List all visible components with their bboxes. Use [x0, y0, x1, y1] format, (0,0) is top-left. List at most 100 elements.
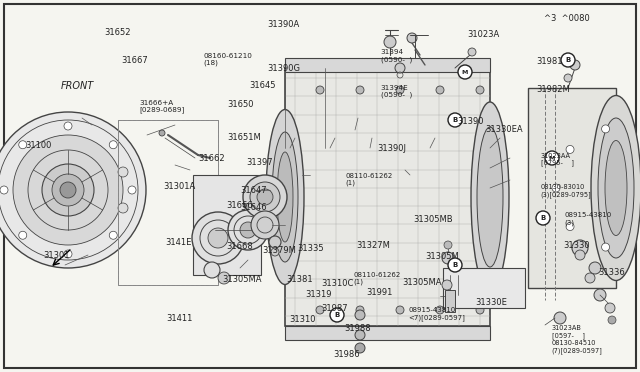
Circle shape	[552, 184, 560, 192]
Circle shape	[52, 174, 84, 206]
Circle shape	[316, 306, 324, 314]
Circle shape	[476, 306, 484, 314]
Circle shape	[536, 211, 550, 225]
Ellipse shape	[266, 109, 304, 285]
Text: FRONT: FRONT	[61, 81, 94, 91]
Circle shape	[251, 211, 279, 239]
Text: 31645: 31645	[250, 81, 276, 90]
Text: 31330EA: 31330EA	[485, 125, 523, 134]
Circle shape	[0, 186, 8, 194]
Text: M: M	[462, 70, 468, 74]
Circle shape	[19, 231, 27, 239]
Circle shape	[396, 306, 404, 314]
Text: ^3  ^0080: ^3 ^0080	[544, 14, 589, 23]
Circle shape	[355, 343, 365, 353]
Circle shape	[243, 175, 287, 219]
Text: 31411: 31411	[166, 314, 193, 323]
Circle shape	[250, 182, 280, 212]
Text: 31305MB: 31305MB	[413, 215, 452, 224]
Text: 31394
(0590-  ): 31394 (0590- )	[381, 49, 412, 62]
Circle shape	[218, 272, 230, 284]
Circle shape	[396, 86, 404, 94]
Circle shape	[208, 228, 228, 248]
Circle shape	[566, 145, 574, 153]
Bar	[193, 175, 261, 275]
Text: 08130-83010
(3)[0289-0795]: 08130-83010 (3)[0289-0795]	[541, 184, 591, 198]
Text: 31668: 31668	[226, 242, 253, 251]
Text: 31991: 31991	[366, 288, 392, 297]
Text: M: M	[549, 155, 555, 160]
Bar	[528, 88, 616, 288]
Circle shape	[575, 250, 585, 260]
Circle shape	[468, 48, 476, 56]
Text: 31987: 31987	[321, 304, 348, 313]
Circle shape	[566, 222, 574, 231]
Text: 31330E: 31330E	[475, 298, 507, 307]
Ellipse shape	[471, 102, 509, 292]
Text: 31652: 31652	[104, 28, 131, 37]
Text: B: B	[565, 57, 571, 63]
Circle shape	[448, 113, 462, 127]
Circle shape	[204, 262, 220, 278]
Text: 31666+A
[0289-0689]: 31666+A [0289-0689]	[140, 100, 185, 113]
Circle shape	[444, 241, 452, 249]
Circle shape	[608, 316, 616, 324]
Circle shape	[407, 33, 417, 43]
Text: 31651M: 31651M	[227, 133, 261, 142]
Text: B: B	[452, 262, 458, 268]
Text: 08915-43810
(3): 08915-43810 (3)	[564, 212, 612, 225]
Circle shape	[0, 112, 146, 268]
Text: 31336: 31336	[598, 268, 625, 277]
Text: 08160-61210
(18): 08160-61210 (18)	[204, 53, 252, 66]
Circle shape	[64, 250, 72, 258]
Ellipse shape	[598, 118, 634, 258]
Text: 31301A: 31301A	[163, 182, 195, 191]
Text: 31330: 31330	[563, 241, 590, 250]
Circle shape	[271, 248, 279, 256]
Text: 31310: 31310	[289, 315, 316, 324]
Circle shape	[589, 262, 601, 274]
Text: 31650: 31650	[227, 100, 253, 109]
Text: 31667: 31667	[122, 56, 148, 65]
Text: 31666: 31666	[226, 201, 253, 210]
Bar	[118, 120, 218, 285]
Text: 31023AB
[0597-    ]
08130-84510
(7)[0289-0597]: 31023AB [0597- ] 08130-84510 (7)[0289-05…	[552, 326, 602, 354]
Text: 31390G: 31390G	[268, 64, 301, 73]
Ellipse shape	[605, 141, 627, 235]
Circle shape	[42, 164, 94, 216]
Bar	[285, 326, 490, 340]
Circle shape	[64, 122, 72, 130]
Text: 31381: 31381	[287, 275, 314, 284]
Text: B: B	[334, 312, 340, 318]
Bar	[445, 290, 455, 312]
Circle shape	[355, 310, 365, 320]
Circle shape	[448, 258, 462, 272]
Text: 08915-43810
<7)[0289-0597]: 08915-43810 <7)[0289-0597]	[408, 307, 465, 321]
Text: 31305MA: 31305MA	[402, 278, 442, 287]
Text: 31647: 31647	[240, 186, 267, 195]
Circle shape	[257, 189, 273, 205]
Circle shape	[442, 252, 454, 264]
Circle shape	[228, 210, 268, 250]
Circle shape	[109, 141, 117, 149]
Circle shape	[356, 86, 364, 94]
Text: 31986: 31986	[333, 350, 360, 359]
Ellipse shape	[272, 132, 298, 262]
Circle shape	[594, 289, 606, 301]
Text: 08110-61262
(1): 08110-61262 (1)	[353, 272, 401, 285]
Circle shape	[118, 167, 128, 177]
Text: 31379M: 31379M	[262, 246, 296, 254]
Circle shape	[436, 306, 444, 314]
Circle shape	[192, 212, 244, 264]
Circle shape	[561, 53, 575, 67]
Text: 31646: 31646	[240, 203, 267, 212]
Text: 31305M: 31305M	[426, 252, 460, 261]
Text: B: B	[452, 117, 458, 123]
Circle shape	[269, 236, 281, 248]
Text: 31335: 31335	[298, 244, 324, 253]
Circle shape	[458, 65, 472, 79]
Text: 31988: 31988	[344, 324, 371, 333]
Circle shape	[60, 182, 76, 198]
Circle shape	[572, 240, 588, 256]
Text: 31390: 31390	[457, 117, 483, 126]
